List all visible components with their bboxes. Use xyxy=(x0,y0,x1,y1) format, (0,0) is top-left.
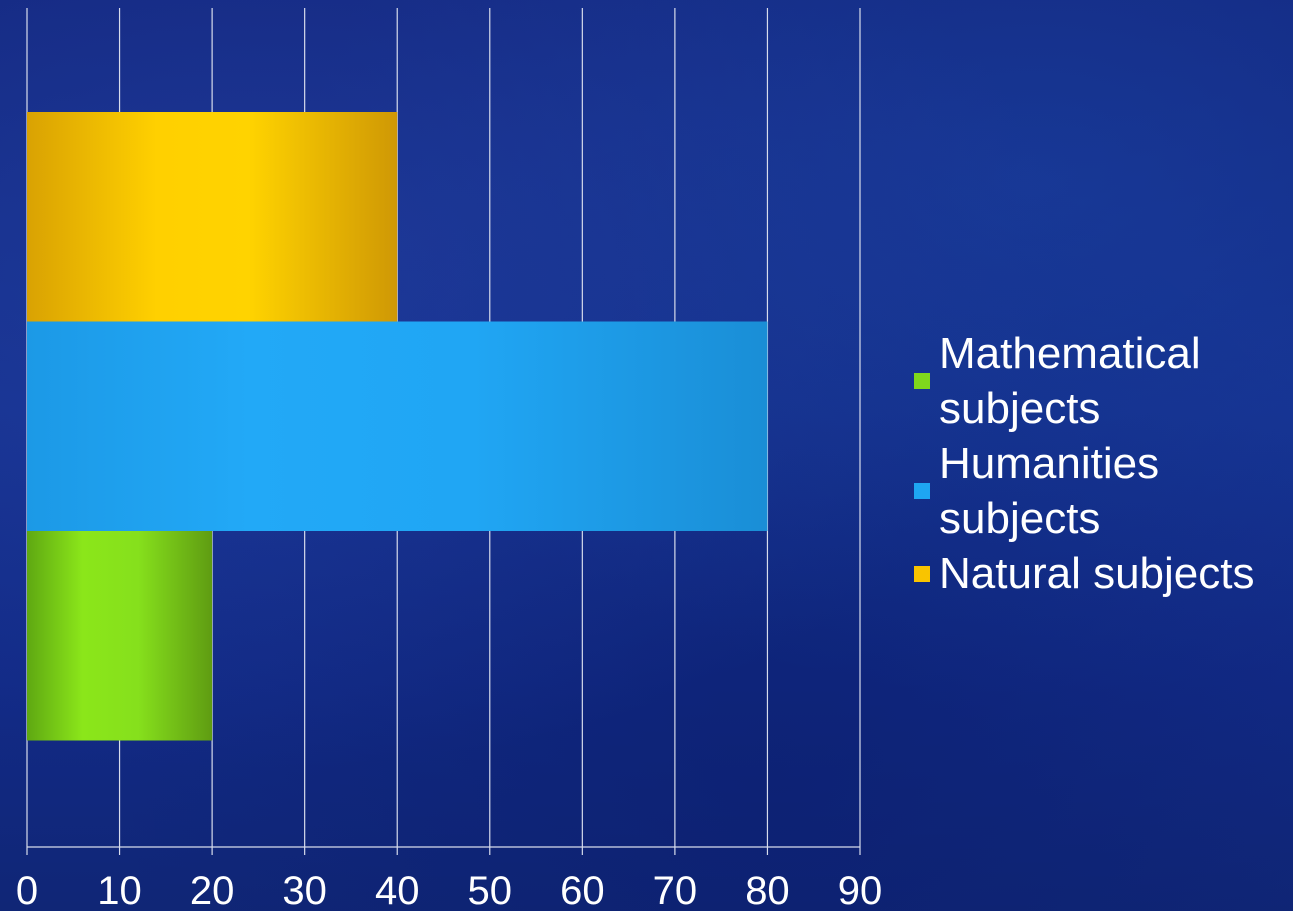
x-tick-label: 0 xyxy=(16,869,38,911)
x-tick-label: 40 xyxy=(375,869,420,911)
legend-item: Mathematical subjects xyxy=(914,326,1284,436)
legend-swatch xyxy=(914,565,930,582)
legend-label: Natural subjects xyxy=(939,549,1255,598)
legend-label: Humanities subjects xyxy=(939,439,1160,543)
legend-label: Mathematical subjects xyxy=(939,329,1201,433)
legend-item: Humanities subjects xyxy=(914,436,1284,546)
x-tick-label: 10 xyxy=(97,869,142,911)
bars xyxy=(27,112,768,741)
x-tick-label: 50 xyxy=(468,869,513,911)
bar-natural-subjects xyxy=(27,112,398,322)
x-tick-label: 90 xyxy=(838,869,883,911)
legend-swatch xyxy=(914,483,930,499)
x-axis xyxy=(26,846,861,855)
x-tick-label: 80 xyxy=(745,869,790,911)
legend-item: Natural subjects xyxy=(914,546,1284,601)
x-tick-label: 30 xyxy=(282,869,327,911)
legend-swatch xyxy=(914,373,930,389)
bar-humanities-subjects xyxy=(27,321,768,531)
x-tick-label: 20 xyxy=(190,869,235,911)
bar-mathematical-subjects xyxy=(27,531,213,741)
x-tick-label: 60 xyxy=(560,869,605,911)
x-tick-labels: 0 10 20 30 40 50 60 70 80 90 xyxy=(16,869,882,911)
legend: Mathematical subjects Humanities subjects… xyxy=(914,326,1284,601)
x-tick-label: 70 xyxy=(653,869,698,911)
